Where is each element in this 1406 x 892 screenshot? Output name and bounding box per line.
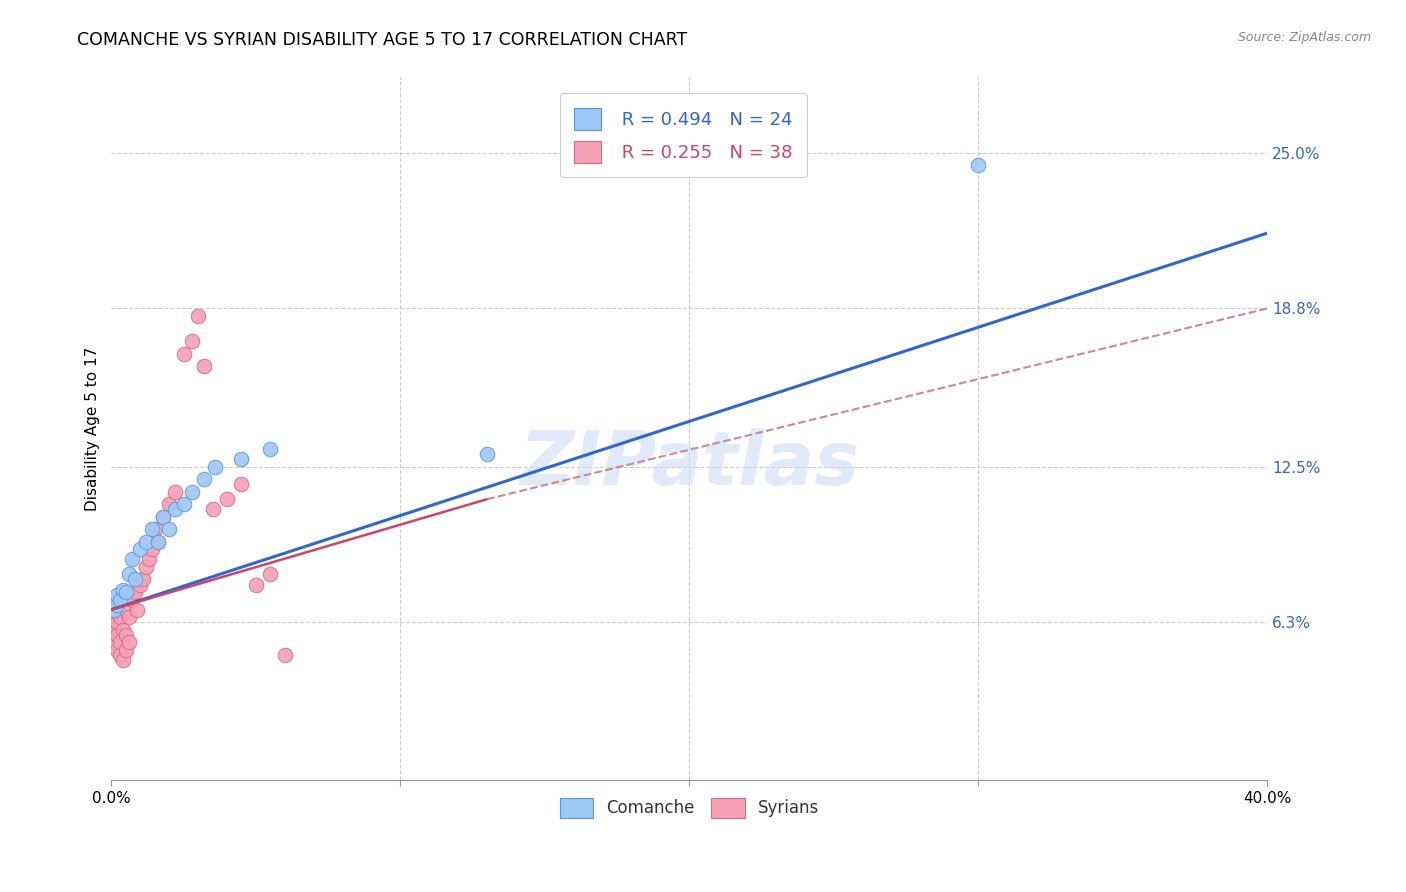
Legend: Comanche, Syrians: Comanche, Syrians	[553, 791, 825, 825]
Point	[111, 653, 134, 667]
Point	[193, 472, 215, 486]
Point	[132, 573, 155, 587]
Point	[181, 334, 204, 348]
Point	[135, 534, 157, 549]
Point	[152, 509, 174, 524]
Point	[115, 628, 138, 642]
Point	[105, 598, 128, 612]
Point	[105, 642, 128, 657]
Point	[124, 585, 146, 599]
Point	[259, 442, 281, 456]
Point	[108, 635, 131, 649]
Point	[141, 542, 163, 557]
Point	[118, 567, 141, 582]
Point	[115, 585, 138, 599]
Point	[103, 623, 125, 637]
Point	[135, 560, 157, 574]
Point	[245, 577, 267, 591]
Point	[105, 615, 128, 629]
Point	[146, 534, 169, 549]
Point	[118, 635, 141, 649]
Point	[105, 588, 128, 602]
Point	[215, 492, 238, 507]
Point	[103, 602, 125, 616]
Point	[124, 573, 146, 587]
Point	[181, 484, 204, 499]
Point	[108, 610, 131, 624]
Point	[157, 522, 180, 536]
Point	[173, 346, 195, 360]
Point	[108, 648, 131, 662]
Point	[129, 577, 152, 591]
Point	[143, 522, 166, 536]
Point	[138, 552, 160, 566]
Point	[115, 642, 138, 657]
Point	[111, 623, 134, 637]
Point	[157, 497, 180, 511]
Point	[173, 497, 195, 511]
Point	[274, 648, 297, 662]
Point	[187, 309, 209, 323]
Y-axis label: Disability Age 5 to 17: Disability Age 5 to 17	[86, 347, 100, 511]
Point	[193, 359, 215, 373]
Point	[118, 610, 141, 624]
Point	[103, 635, 125, 649]
Point	[259, 567, 281, 582]
Text: COMANCHE VS SYRIAN DISABILITY AGE 5 TO 17 CORRELATION CHART: COMANCHE VS SYRIAN DISABILITY AGE 5 TO 1…	[77, 31, 688, 49]
Point	[163, 502, 186, 516]
Point	[152, 509, 174, 524]
Point	[967, 158, 990, 172]
Point	[127, 602, 149, 616]
Point	[111, 582, 134, 597]
Point	[121, 592, 143, 607]
Point	[146, 534, 169, 549]
Point	[141, 522, 163, 536]
Point	[204, 459, 226, 474]
Text: Source: ZipAtlas.com: Source: ZipAtlas.com	[1237, 31, 1371, 45]
Point	[201, 502, 224, 516]
Point	[231, 452, 253, 467]
Point	[108, 592, 131, 607]
Point	[121, 552, 143, 566]
Point	[115, 602, 138, 616]
Text: ZIPatlas: ZIPatlas	[519, 427, 859, 500]
Point	[475, 447, 498, 461]
Point	[231, 477, 253, 491]
Point	[129, 542, 152, 557]
Point	[105, 628, 128, 642]
Point	[163, 484, 186, 499]
